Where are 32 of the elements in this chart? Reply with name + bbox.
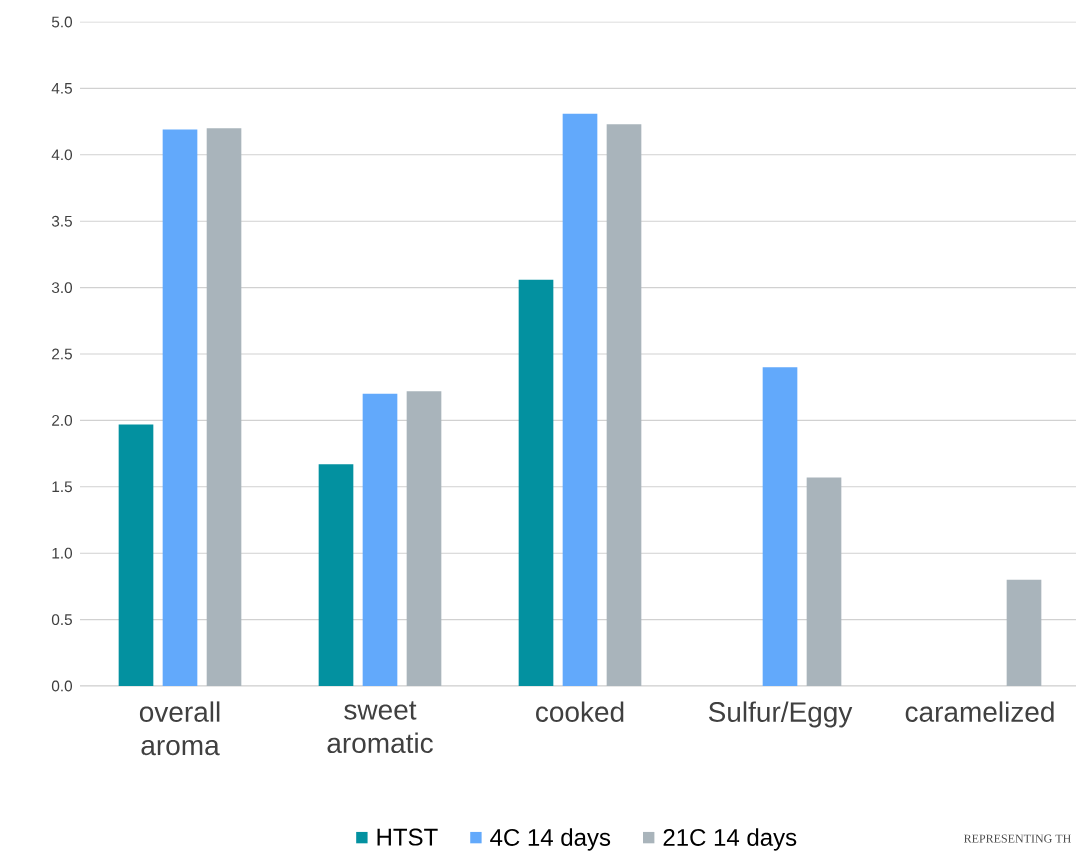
legend-label: 4C 14 days [490, 828, 611, 851]
x-tick-label: caramelized [905, 701, 1054, 722]
y-tick-label: 2.5 [52, 348, 72, 360]
bar [318, 464, 354, 686]
y-tick-label: 3.0 [51, 282, 73, 294]
x-tick-label: Sulfur/Eggy [708, 701, 853, 728]
legend-label: HTST [377, 828, 438, 846]
bar [1006, 579, 1042, 686]
bar [162, 129, 198, 686]
x-tick-label: overall aroma [139, 701, 220, 756]
x-tick-label: cooked [536, 701, 624, 722]
y-tick-label: 2.0 [52, 414, 73, 426]
text: REPRESENTING TH [963, 834, 1071, 843]
y-tick-label: 1.0 [52, 547, 73, 559]
legend-label: 21C 14 days [663, 828, 797, 851]
bar [806, 477, 842, 686]
bar [118, 424, 154, 686]
bar [606, 124, 642, 686]
y-tick-label: 3.5 [51, 215, 72, 227]
y-tick-label: 0.5 [51, 614, 72, 626]
bar [762, 367, 798, 686]
y-tick-label: 4.0 [51, 149, 73, 161]
bar [518, 279, 554, 686]
y-tick-label: 0.0 [51, 680, 73, 692]
y-tick-label: 4.5 [51, 83, 72, 94]
bar [406, 391, 442, 686]
y-tick-label: 5.0 [51, 16, 73, 28]
y-tick-label: 1.5 [52, 481, 72, 493]
bar [206, 128, 242, 686]
bar [362, 393, 398, 686]
x-tick-label: sweet aromatic [327, 701, 433, 754]
bar [562, 113, 598, 686]
